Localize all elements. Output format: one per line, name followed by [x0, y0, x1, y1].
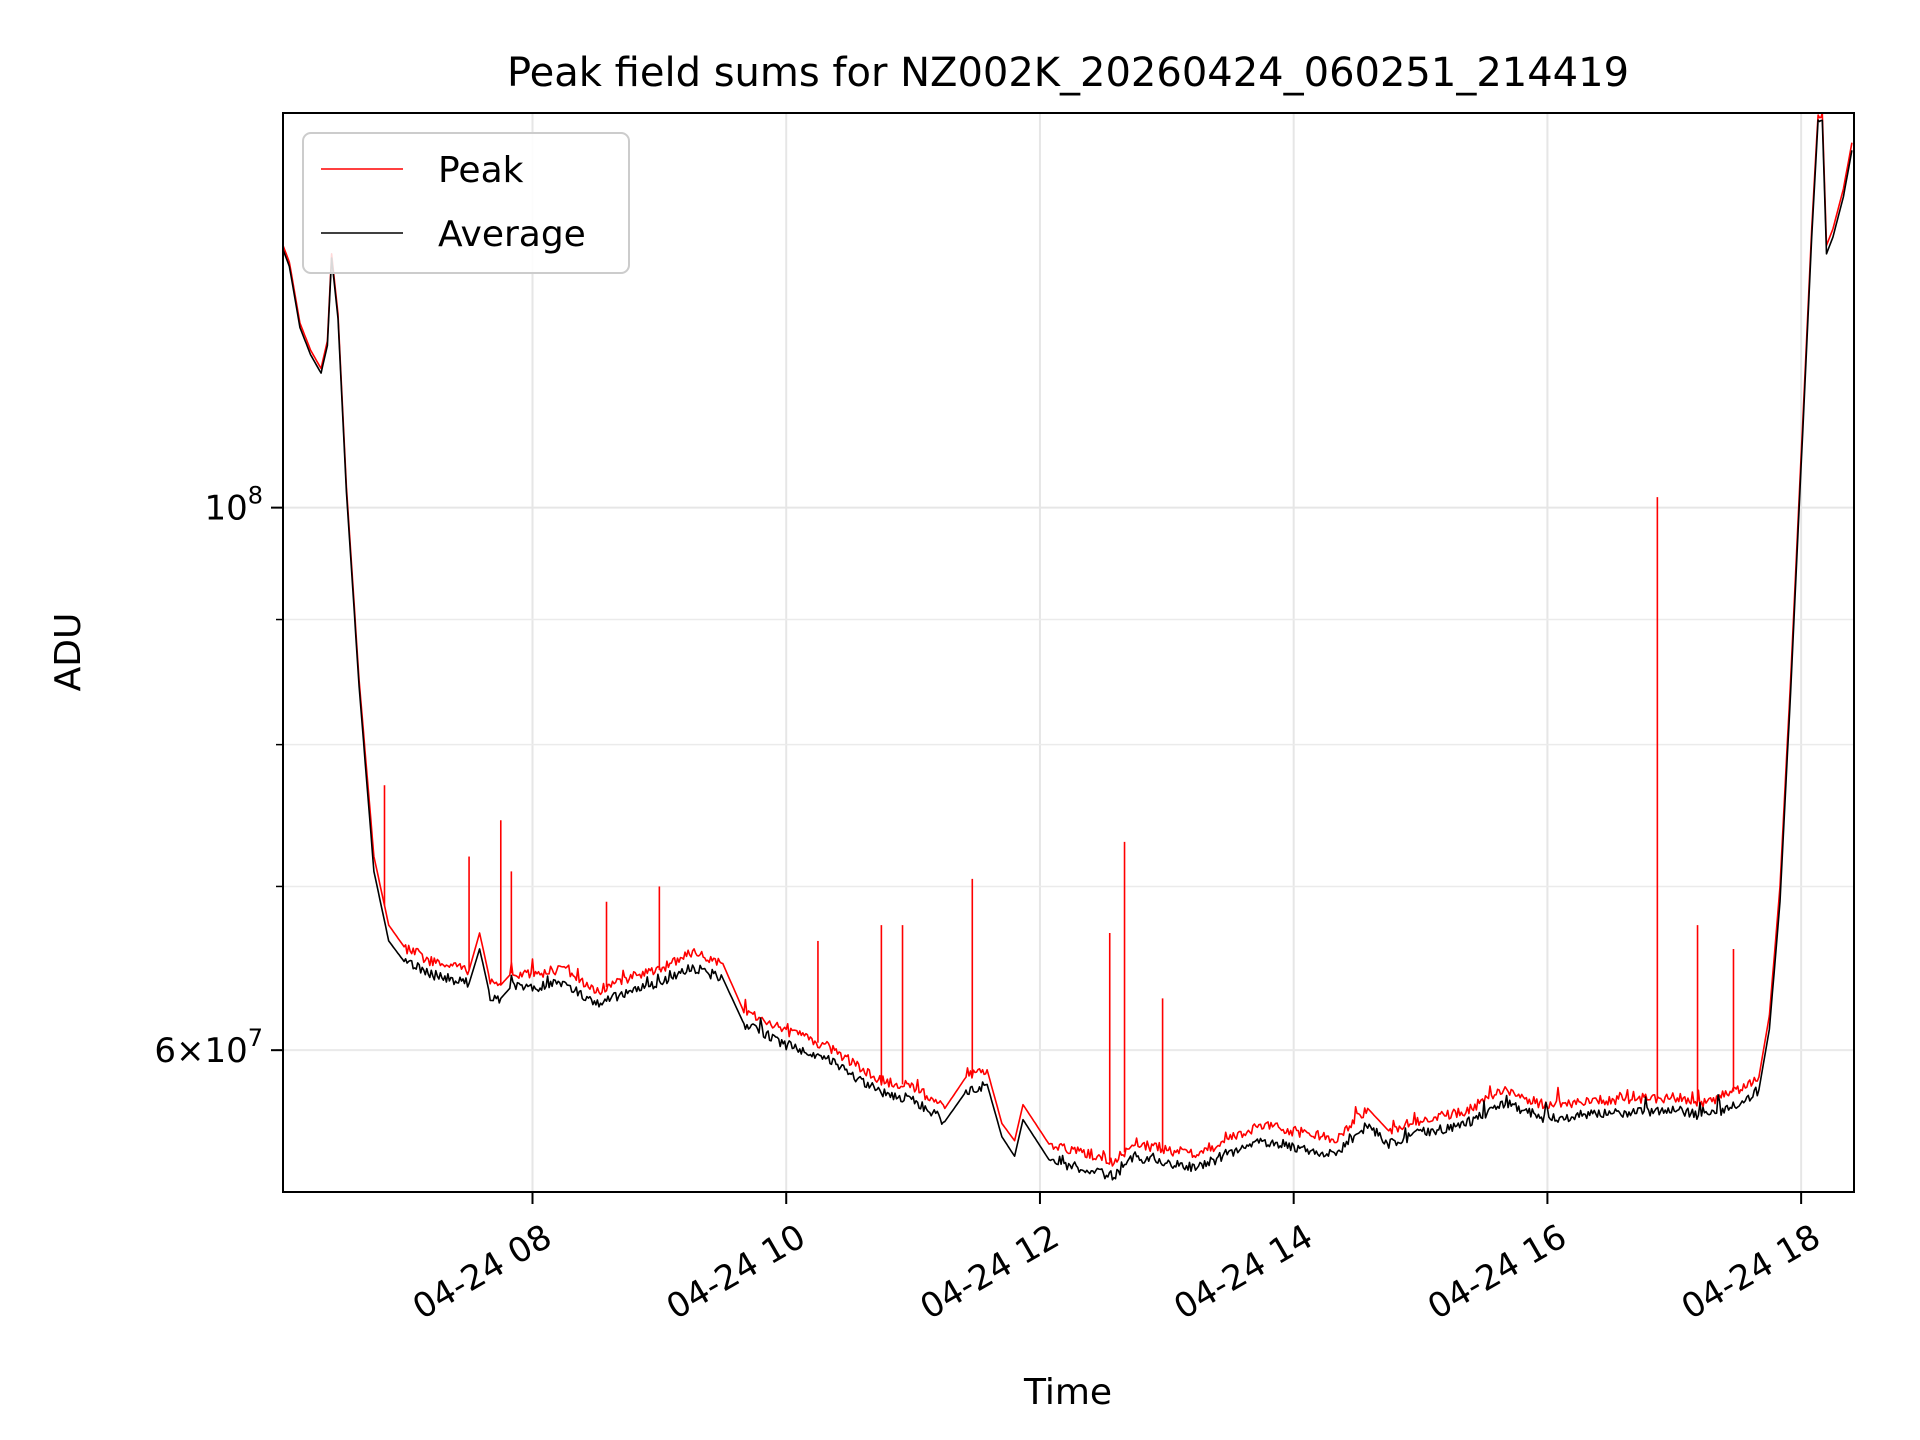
legend: Peak Average	[302, 132, 630, 274]
series-line-average	[283, 119, 1853, 1181]
y-tick-label: 108	[204, 482, 263, 529]
y-tick-label: 6×107	[154, 1024, 263, 1071]
series-line-peak	[283, 113, 1853, 1167]
legend-box	[302, 132, 630, 274]
y-tick-label-mantissa: 6×10	[154, 1031, 247, 1071]
y-tick-label-exponent: 8	[248, 482, 263, 510]
x-axis-label: Time	[1023, 1372, 1112, 1413]
y-axis-label: ADU	[48, 613, 89, 692]
y-tick-label-exponent: 7	[248, 1024, 263, 1052]
legend-label-average: Average	[438, 214, 586, 255]
series-layer	[283, 113, 1853, 1181]
chart-title: Peak field sums for NZ002K_20260424_0602…	[507, 50, 1629, 96]
grid	[283, 113, 1854, 1192]
plot-frame	[282, 112, 1855, 1193]
legend-label-peak: Peak	[438, 150, 524, 191]
y-tick-label-base: 10	[204, 489, 247, 529]
y-axis: 6×107 108	[154, 482, 283, 1071]
